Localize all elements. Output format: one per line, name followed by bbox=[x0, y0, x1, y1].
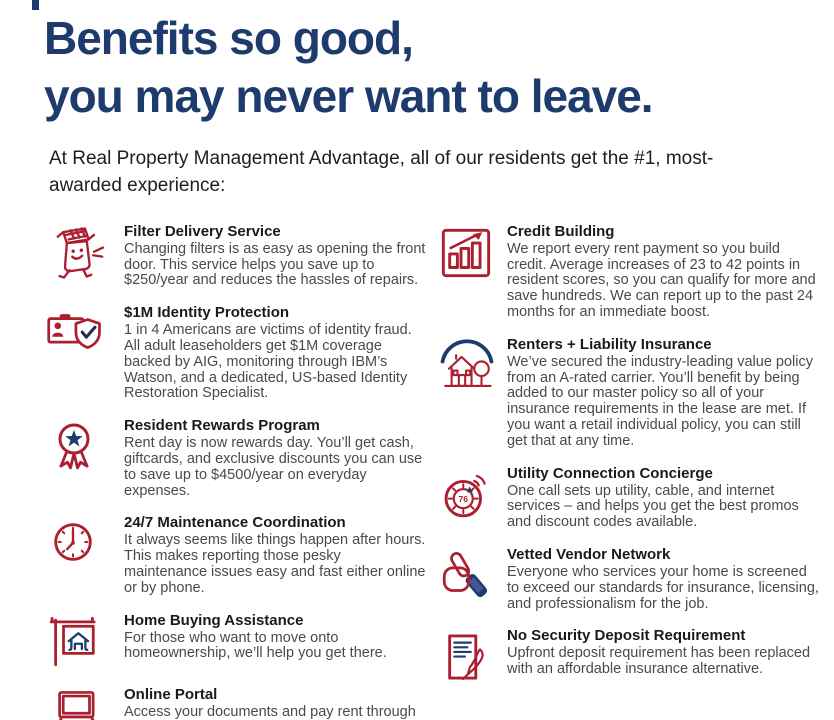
benefits-column-right: Credit Building We report every rent paym… bbox=[437, 223, 820, 720]
benefit-item: Credit Building We report every rent paym… bbox=[437, 223, 820, 321]
benefit-text: 24/7 Maintenance Coordination It always s… bbox=[124, 514, 437, 596]
benefit-text: Home Buying Assistance For those who want… bbox=[124, 612, 437, 663]
benefit-text: $1M Identity Protection 1 in 4 Americans … bbox=[124, 304, 437, 402]
svg-text:76: 76 bbox=[458, 493, 468, 503]
benefit-title: Vetted Vendor Network bbox=[506, 546, 671, 563]
benefit-body: One call sets up utility, cable, and int… bbox=[506, 482, 799, 531]
benefit-item: $1M Identity Protection 1 in 4 Americans … bbox=[46, 304, 437, 402]
benefit-title: Renters + Liability Insurance bbox=[506, 335, 712, 353]
benefit-text: Filter Delivery Service Changing filters … bbox=[124, 223, 437, 289]
intro-text: At Real Property Management Advantage, a… bbox=[49, 147, 714, 196]
thumbs-up-phone-icon bbox=[437, 547, 497, 605]
benefit-title: Credit Building bbox=[506, 222, 615, 240]
benefit-title: Home Buying Assistance bbox=[124, 611, 304, 629]
headline-line1: Benefits so good, bbox=[44, 12, 414, 64]
benefit-item: 24/7 Maintenance Coordination It always s… bbox=[46, 514, 437, 596]
benefit-body: For those who want to move onto homeowne… bbox=[124, 629, 387, 662]
benefit-item: Renters + Liability Insurance We’ve secur… bbox=[437, 336, 820, 450]
benefit-text: Credit Building We report every rent paym… bbox=[507, 223, 820, 321]
benefit-text: Online Portal Access your documents and p… bbox=[124, 686, 437, 720]
headline-line2: you may never want to leave. bbox=[44, 69, 654, 122]
benefit-title: $1M Identity Protection bbox=[124, 304, 290, 322]
benefit-title: No Security Deposit Requirement bbox=[506, 627, 746, 645]
benefit-body: Rent day is now rewards day. You’ll get … bbox=[124, 435, 423, 499]
benefit-title: Resident Rewards Program bbox=[124, 417, 320, 435]
benefit-body: Everyone who services your home is scree… bbox=[506, 564, 819, 612]
benefit-body: Upfront deposit requirement has been rep… bbox=[506, 645, 811, 678]
credit-chart-icon bbox=[437, 224, 497, 282]
utility-dial-icon: 76 bbox=[437, 466, 497, 524]
home-sign-icon bbox=[46, 613, 112, 671]
benefit-body: It always seems like things happen after… bbox=[124, 532, 426, 596]
benefit-item: No Security Deposit Requirement Upfront d… bbox=[437, 627, 820, 686]
benefit-item: Vetted Vendor Network Everyone who servic… bbox=[437, 546, 820, 612]
benefit-body: 1 in 4 Americans are victims of identity… bbox=[124, 322, 412, 402]
header: Benefits so good, you may never want to … bbox=[44, 10, 820, 200]
signed-document-icon bbox=[437, 628, 497, 686]
benefits-grid: Filter Delivery Service Changing filters … bbox=[46, 223, 820, 720]
headline: Benefits so good, you may never want to … bbox=[44, 10, 820, 126]
benefit-item: 76 Utility Connection Concierge One call … bbox=[437, 465, 820, 531]
benefit-item: Home Buying Assistance For those who want… bbox=[46, 612, 437, 671]
clock-icon bbox=[46, 515, 112, 569]
benefit-title: 24/7 Maintenance Coordination bbox=[124, 514, 346, 532]
rewards-ribbon-icon bbox=[46, 418, 112, 474]
benefit-text: Vetted Vendor Network Everyone who servic… bbox=[507, 546, 820, 612]
benefit-text: Utility Connection Concierge One call set… bbox=[507, 465, 820, 531]
benefit-title: Online Portal bbox=[124, 685, 218, 703]
laptop-icon bbox=[46, 687, 112, 720]
insured-house-icon bbox=[437, 337, 497, 395]
benefit-title: Utility Connection Concierge bbox=[506, 464, 713, 482]
crop-artifact bbox=[32, 0, 39, 10]
benefit-text: Renters + Liability Insurance We’ve secur… bbox=[507, 336, 820, 450]
identity-protection-icon bbox=[46, 305, 112, 363]
benefit-title: Filter Delivery Service bbox=[124, 222, 281, 240]
benefits-column-left: Filter Delivery Service Changing filters … bbox=[46, 223, 437, 720]
benefit-item: Online Portal Access your documents and p… bbox=[46, 686, 437, 720]
filter-delivery-icon bbox=[46, 224, 112, 282]
benefit-body: We’ve secured the industry-leading value… bbox=[506, 353, 813, 449]
benefit-text: Resident Rewards Program Rent day is now … bbox=[124, 417, 437, 499]
benefit-body: We report every rent payment so you buil… bbox=[506, 240, 816, 321]
benefit-body: Access your documents and pay rent throu… bbox=[124, 703, 416, 720]
benefit-text: No Security Deposit Requirement Upfront d… bbox=[507, 627, 820, 678]
benefit-body: Changing filters is as easy as opening t… bbox=[124, 240, 426, 289]
benefit-item: Filter Delivery Service Changing filters … bbox=[46, 223, 437, 289]
benefit-item: Resident Rewards Program Rent day is now … bbox=[46, 417, 437, 499]
